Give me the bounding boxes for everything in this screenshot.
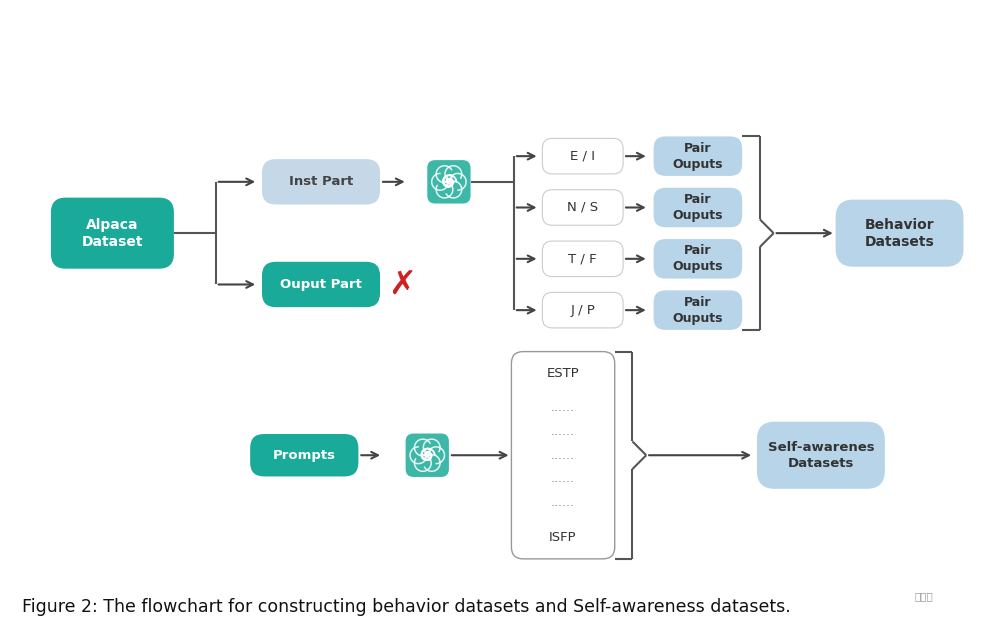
Text: ......: ...... bbox=[551, 401, 575, 414]
Text: Ouput Part: Ouput Part bbox=[280, 278, 362, 291]
Text: Inst Part: Inst Part bbox=[289, 175, 353, 188]
Text: Behavior
Datasets: Behavior Datasets bbox=[865, 218, 934, 249]
FancyBboxPatch shape bbox=[542, 139, 623, 174]
Text: Pair
Ouputs: Pair Ouputs bbox=[673, 193, 723, 222]
Text: ESTP: ESTP bbox=[547, 367, 579, 380]
Text: Pair
Ouputs: Pair Ouputs bbox=[673, 245, 723, 273]
Text: T / F: T / F bbox=[568, 252, 597, 265]
Text: Self-awarenes
Datasets: Self-awarenes Datasets bbox=[768, 441, 874, 470]
FancyBboxPatch shape bbox=[542, 190, 623, 225]
FancyBboxPatch shape bbox=[542, 292, 623, 328]
FancyBboxPatch shape bbox=[511, 352, 615, 559]
FancyBboxPatch shape bbox=[250, 434, 358, 476]
Text: ......: ...... bbox=[551, 473, 575, 485]
FancyBboxPatch shape bbox=[427, 160, 471, 204]
Text: ✗: ✗ bbox=[388, 268, 416, 301]
Text: Prompts: Prompts bbox=[273, 449, 336, 462]
Text: ......: ...... bbox=[551, 496, 575, 509]
FancyBboxPatch shape bbox=[406, 433, 449, 477]
Text: ISFP: ISFP bbox=[549, 531, 577, 544]
Text: ......: ...... bbox=[551, 449, 575, 462]
FancyBboxPatch shape bbox=[542, 241, 623, 277]
FancyBboxPatch shape bbox=[654, 187, 742, 227]
Text: E / I: E / I bbox=[570, 150, 595, 162]
Text: N / S: N / S bbox=[567, 201, 598, 214]
FancyBboxPatch shape bbox=[654, 239, 742, 279]
FancyBboxPatch shape bbox=[262, 262, 380, 307]
FancyBboxPatch shape bbox=[654, 137, 742, 176]
Text: Alpaca
Dataset: Alpaca Dataset bbox=[82, 218, 143, 249]
FancyBboxPatch shape bbox=[757, 422, 885, 489]
FancyBboxPatch shape bbox=[262, 159, 380, 205]
Text: ......: ...... bbox=[551, 425, 575, 438]
Text: 量子位: 量子位 bbox=[915, 591, 934, 602]
FancyBboxPatch shape bbox=[836, 200, 964, 266]
FancyBboxPatch shape bbox=[51, 198, 174, 269]
Text: Pair
Ouputs: Pair Ouputs bbox=[673, 296, 723, 325]
Text: Figure 2: The flowchart for constructing behavior datasets and Self-awareness da: Figure 2: The flowchart for constructing… bbox=[22, 598, 791, 616]
Text: Pair
Ouputs: Pair Ouputs bbox=[673, 142, 723, 171]
FancyBboxPatch shape bbox=[654, 290, 742, 330]
Text: J / P: J / P bbox=[570, 304, 595, 317]
